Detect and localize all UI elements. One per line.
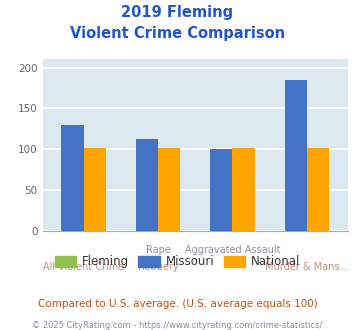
Text: Aggravated Assault: Aggravated Assault [185, 245, 280, 255]
Bar [136, 140, 158, 231]
Bar [233, 148, 255, 231]
Text: Violent Crime Comparison: Violent Crime Comparison [70, 26, 285, 41]
Text: 2019 Fleming: 2019 Fleming [121, 5, 234, 20]
Text: Compared to U.S. average. (U.S. average equals 100): Compared to U.S. average. (U.S. average … [38, 299, 317, 309]
Text: © 2025 CityRating.com - https://www.cityrating.com/crime-statistics/: © 2025 CityRating.com - https://www.city… [32, 321, 323, 330]
Text: Murder & Mans...: Murder & Mans... [265, 262, 349, 272]
Bar [307, 148, 329, 231]
Bar [210, 149, 233, 231]
Bar [158, 148, 180, 231]
Text: Rape: Rape [146, 245, 170, 255]
Legend: Fleming, Missouri, National: Fleming, Missouri, National [50, 250, 305, 273]
Text: All Violent Crime: All Violent Crime [43, 262, 124, 272]
Text: Robbery: Robbery [138, 262, 178, 272]
Bar [61, 125, 83, 231]
Bar [285, 80, 307, 231]
Bar [83, 148, 106, 231]
